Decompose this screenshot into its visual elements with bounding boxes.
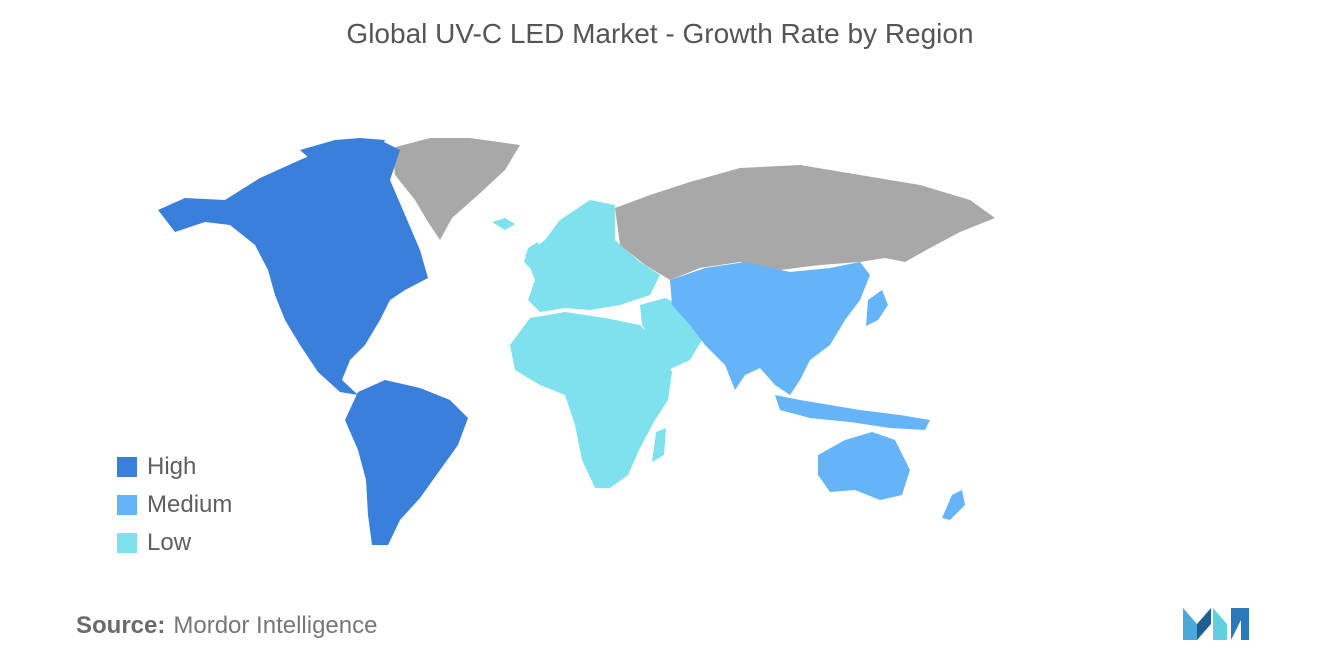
europe <box>525 200 660 312</box>
russia <box>615 165 995 280</box>
arctic-islands <box>300 138 385 168</box>
greenland <box>392 138 520 240</box>
chart-title: Global UV-C LED Market - Growth Rate by … <box>346 18 974 49</box>
legend-item-low: Low <box>117 524 232 562</box>
legend: High Medium Low <box>117 448 232 562</box>
legend-swatch-medium <box>117 495 137 515</box>
asia-pacific <box>670 262 870 395</box>
new-zealand <box>942 490 965 520</box>
source-label: Source: <box>76 612 166 639</box>
indonesia <box>775 395 930 430</box>
mordor-intelligence-logo <box>1183 608 1249 640</box>
north-america <box>158 140 428 395</box>
legend-item-high: High <box>117 448 232 486</box>
legend-label-high: High <box>147 453 197 480</box>
japan <box>866 290 888 326</box>
source-value: Mordor Intelligence <box>173 612 378 639</box>
iceland <box>492 218 515 230</box>
legend-label-medium: Medium <box>147 491 233 518</box>
legend-swatch-low <box>117 533 137 553</box>
madagascar <box>652 428 666 462</box>
legend-swatch-high <box>117 457 137 477</box>
africa <box>510 312 672 488</box>
uk-ireland <box>524 242 542 270</box>
legend-label-low: Low <box>147 529 192 556</box>
australia <box>818 432 910 500</box>
legend-item-medium: Medium <box>117 486 232 524</box>
source: Source: Mordor Intelligence <box>76 612 377 640</box>
south-america <box>345 380 468 545</box>
